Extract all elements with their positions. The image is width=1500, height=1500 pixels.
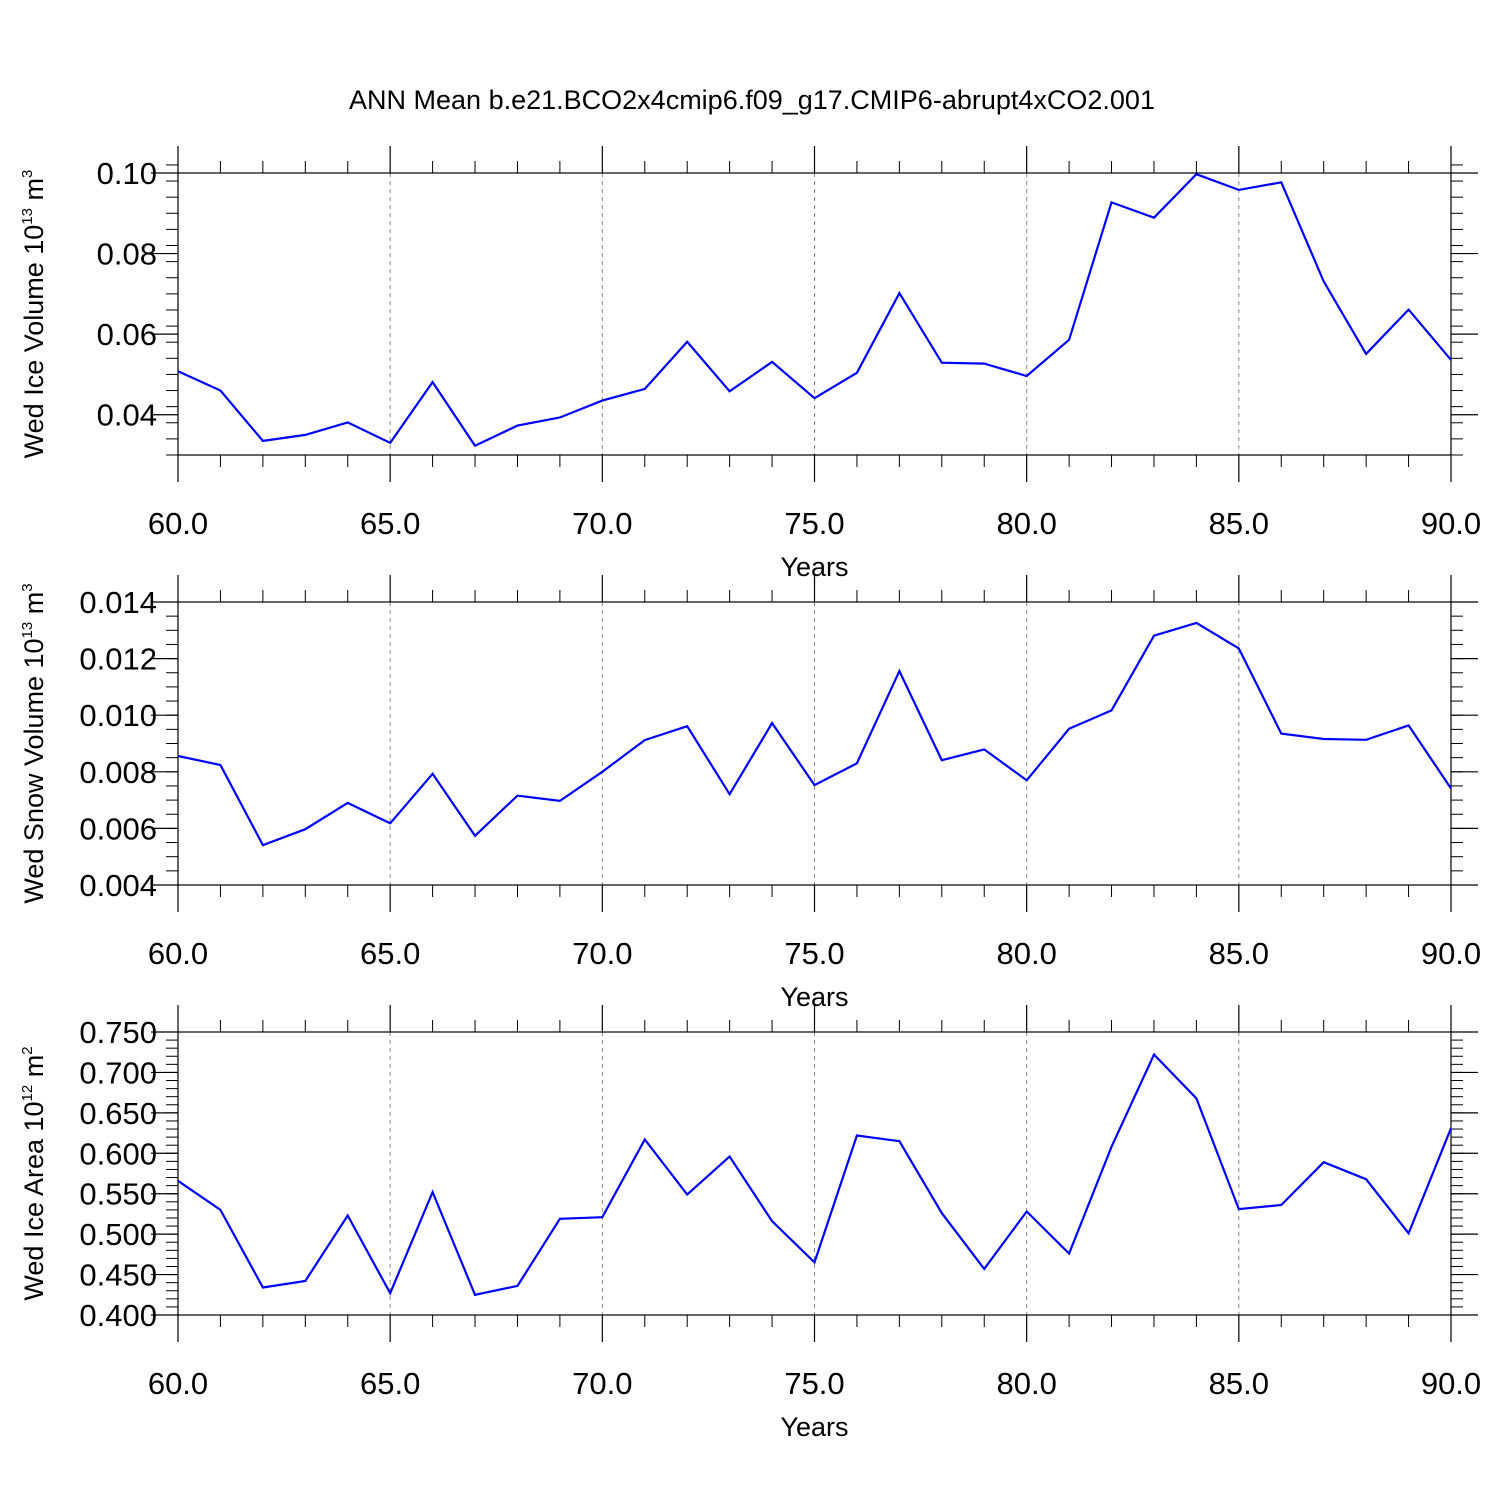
x-tick-label: 80.0 <box>996 506 1056 541</box>
x-tick-label: 85.0 <box>1209 936 1269 971</box>
y-axis-label-exp: 12 <box>19 1085 36 1102</box>
y-axis-label: Wed Ice Volume 1013 m3 <box>19 170 49 459</box>
x-tick-label: 90.0 <box>1421 506 1481 541</box>
y-axis-label-text: Wed Ice Volume 10 <box>19 225 49 459</box>
y-tick-label: 0.550 <box>79 1177 157 1212</box>
x-tick-label: 60.0 <box>148 936 208 971</box>
panel-3: 60.0 65.0 70.0 75.0 80.0 85.0 90.0 Years 0.400 0.… <box>19 1005 1481 1442</box>
x-axis-label: Years <box>780 1412 848 1442</box>
series-line <box>177 172 1452 448</box>
y-tick-label: 0.700 <box>79 1055 157 1090</box>
y-axis-label-unit: m <box>19 1055 49 1085</box>
x-tick-label: 60.0 <box>148 506 208 541</box>
x-tick-label: 70.0 <box>572 1366 632 1401</box>
y-tick-label: 0.500 <box>79 1217 157 1252</box>
x-tick-label: 60.0 <box>148 1366 208 1401</box>
x-tick-label: 70.0 <box>572 506 632 541</box>
y-axis-label-unit-exp: 3 <box>19 170 36 178</box>
x-tick-label: 75.0 <box>784 1366 844 1401</box>
x-tick-label: 75.0 <box>784 506 844 541</box>
y-axis-label: Wed Snow Volume 1013 m3 <box>19 583 49 903</box>
chart-title: ANN Mean b.e21.BCO2x4cmip6.f09_g17.CMIP6… <box>349 85 1155 115</box>
y-axis-label-text: Wed Ice Area 10 <box>19 1101 49 1300</box>
y-tick-label: 0.650 <box>79 1096 157 1131</box>
y-axis-label-exp: 13 <box>19 622 36 639</box>
series-line <box>177 621 1452 847</box>
x-tick-label: 90.0 <box>1421 1366 1481 1401</box>
x-tick-label: 85.0 <box>1209 506 1269 541</box>
y-tick-label: 0.600 <box>79 1136 157 1171</box>
y-tick-label: 0.06 <box>97 317 157 352</box>
x-tick-label: 85.0 <box>1209 1366 1269 1401</box>
y-tick-label: 0.004 <box>79 868 157 903</box>
y-tick-label: 0.008 <box>79 755 157 790</box>
y-axis-label-unit: m <box>19 592 49 622</box>
y-axis-label-exp: 13 <box>19 208 36 225</box>
y-axis-label-unit: m <box>19 178 49 208</box>
y-axis-label-unit-exp: 2 <box>19 1046 36 1054</box>
y-axis-label: Wed Ice Area 1012 m2 <box>19 1046 49 1300</box>
y-tick-label: 0.014 <box>79 585 157 620</box>
y-tick-label: 0.08 <box>97 237 157 272</box>
chart-panels: 60.0 65.0 70.0 75.0 80.0 85.0 90.0 Years 0.04 0.0… <box>19 146 1481 1442</box>
panel-1: 60.0 65.0 70.0 75.0 80.0 85.0 90.0Years0.040.0… <box>19 146 1481 582</box>
y-tick-label: 0.012 <box>79 642 157 677</box>
x-tick-label: 65.0 <box>360 936 420 971</box>
y-axis-label-unit-exp: 3 <box>19 583 36 591</box>
x-tick-label: 70.0 <box>572 936 632 971</box>
y-tick-label: 0.750 <box>79 1015 157 1050</box>
x-tick-label: 65.0 <box>360 506 420 541</box>
y-tick-label: 0.400 <box>79 1298 157 1333</box>
panel-2: 60.0 65.0 70.0 75.0 80.0 85.0 90.0Years0.0040.… <box>19 575 1481 1012</box>
x-tick-label: 80.0 <box>996 1366 1056 1401</box>
x-tick-label: 65.0 <box>360 1366 420 1401</box>
y-axis-label-text: Wed Snow Volume 10 <box>19 638 49 903</box>
x-tick-label: 80.0 <box>996 936 1056 971</box>
y-tick-label: 0.04 <box>97 398 157 433</box>
y-tick-label: 0.450 <box>79 1258 157 1293</box>
x-tick-label: 90.0 <box>1421 936 1481 971</box>
y-tick-label: 0.10 <box>97 156 157 191</box>
y-tick-label: 0.010 <box>79 698 157 733</box>
y-tick-label: 0.006 <box>79 811 157 846</box>
x-tick-label: 75.0 <box>784 936 844 971</box>
series-line <box>177 1052 1453 1297</box>
